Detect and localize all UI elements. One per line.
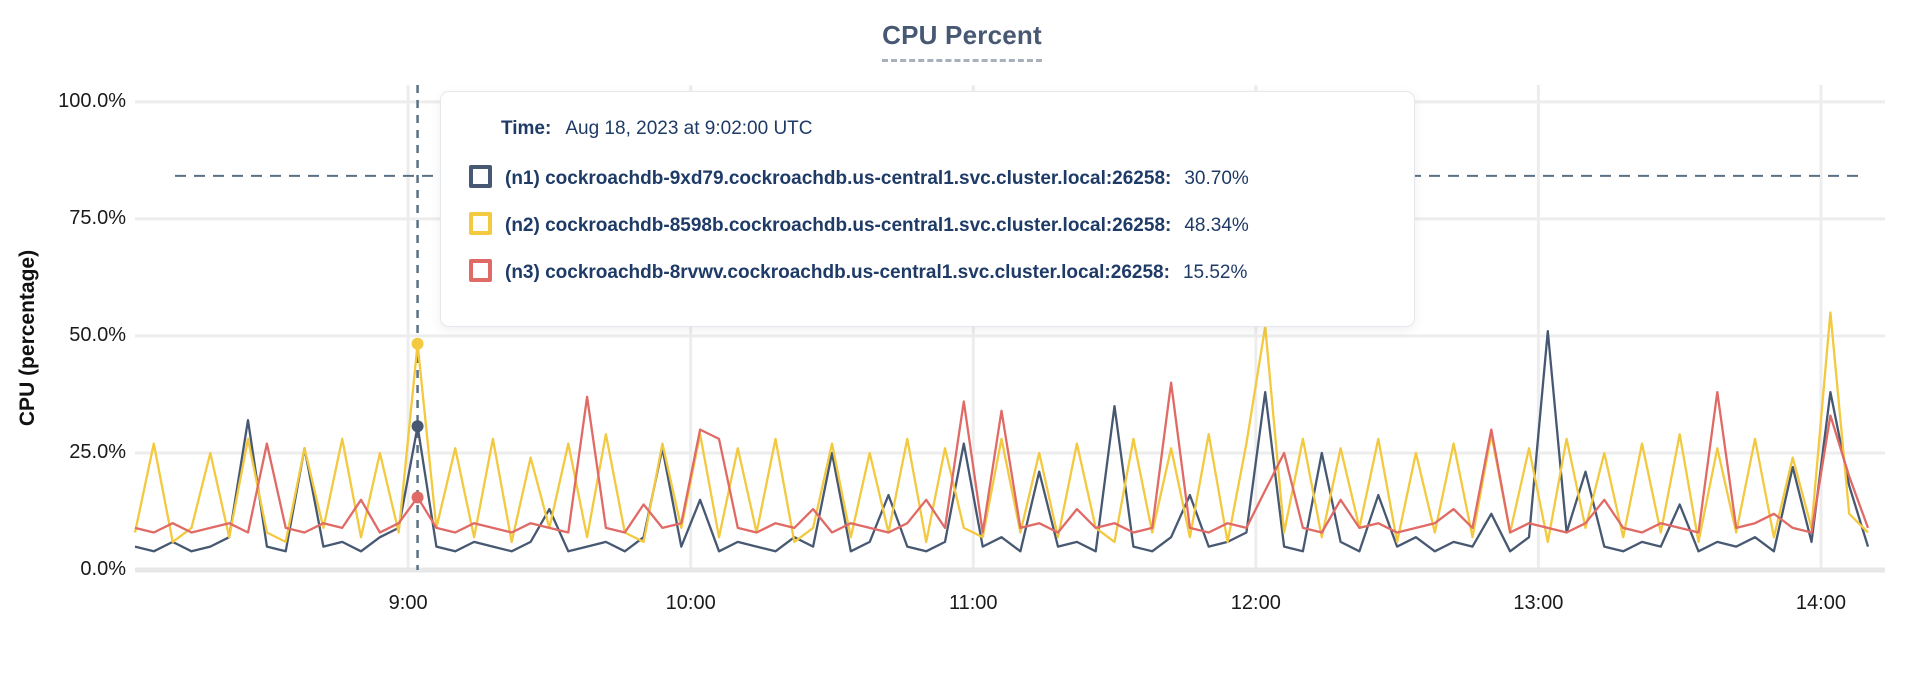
tooltip-time-label: Time: xyxy=(501,118,552,139)
series-value: 48.34% xyxy=(1184,215,1249,236)
series-line-n1 xyxy=(134,330,1870,553)
y-tick-label: 50.0% xyxy=(69,323,126,346)
chart-title: CPU Percent xyxy=(882,20,1042,62)
tooltip-series-row: (n1) cockroachdb-9xd79.cockroachdb.us-ce… xyxy=(469,165,1390,189)
x-tick-label: 10:00 xyxy=(665,592,716,614)
hover-point-n2 xyxy=(411,337,424,350)
series-value: 30.70% xyxy=(1184,168,1249,189)
n3-series-swatch-icon xyxy=(469,259,492,282)
y-tick-label: 25.0% xyxy=(69,440,126,463)
series-line-n3 xyxy=(134,381,1870,534)
y-tick-label: 75.0% xyxy=(69,206,126,229)
x-tick-label: 12:00 xyxy=(1230,592,1281,614)
series-name: (n1) cockroachdb-9xd79.cockroachdb.us-ce… xyxy=(505,168,1172,189)
tooltip-series-row: (n2) cockroachdb-8598b.cockroachdb.us-ce… xyxy=(469,212,1390,236)
series-value: 15.52% xyxy=(1182,262,1248,283)
series-name: (n2) cockroachdb-8598b.cockroachdb.us-ce… xyxy=(505,215,1172,236)
x-tick-label: 14:00 xyxy=(1795,592,1846,614)
hover-point-n1 xyxy=(411,420,424,433)
chart-header: CPU Percent xyxy=(0,20,1924,62)
chart-tooltip: Time: Aug 18, 2023 at 9:02:00 UTC (n1) co… xyxy=(440,91,1415,327)
tooltip-time-value: Aug 18, 2023 at 9:02:00 UTC xyxy=(565,118,813,139)
x-tick-label: 11:00 xyxy=(948,592,998,614)
n1-series-swatch-icon xyxy=(469,165,492,188)
y-tick-label: 0.0% xyxy=(80,558,126,580)
n2-series-swatch-icon xyxy=(469,212,492,235)
hover-point-n3 xyxy=(411,491,424,504)
series-name: (n3) cockroachdb-8rvwv.cockroachdb.us-ce… xyxy=(505,262,1170,283)
series-line-n2 xyxy=(133,311,1869,544)
y-tick-label: 100.0% xyxy=(58,89,126,112)
tooltip-time-row: Time: Aug 18, 2023 at 9:02:00 UTC xyxy=(469,118,1390,140)
x-tick-label: 13:00 xyxy=(1513,592,1564,614)
x-tick-label: 9:00 xyxy=(388,592,428,614)
tooltip-series-row: (n3) cockroachdb-8rvwv.cockroachdb.us-ce… xyxy=(469,259,1390,283)
